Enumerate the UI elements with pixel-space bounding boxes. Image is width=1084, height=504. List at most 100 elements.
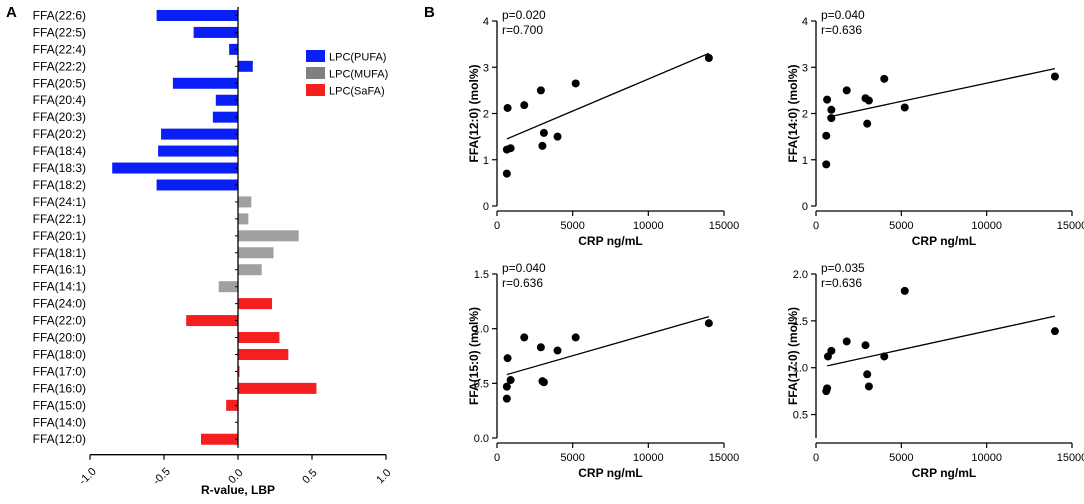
data-point [900,286,909,295]
y-tick-label: 4 [483,16,489,28]
category-label: FFA(18:2) [33,178,86,192]
r-value-label: r=0.700 [502,23,543,37]
bar-FFA(20:1) [238,230,299,242]
data-point [539,378,548,387]
data-point [704,319,713,328]
category-label: FFA(18:3) [33,161,86,175]
x-tick-label: 15000 [1057,220,1084,232]
regression-line [506,52,710,140]
x-axis-title: CRP ng/mL [912,234,976,248]
category-label: FFA(15:0) [33,398,86,412]
bar-FFA(24:1) [238,196,252,208]
data-point [823,384,832,393]
data-point [571,79,580,88]
data-point [822,131,831,140]
data-point [506,144,515,153]
category-label: FFA(20:4) [33,93,86,107]
x-tick-label: 0 [813,220,819,232]
data-point [520,333,529,342]
y-tick-label: 1 [483,155,489,167]
x-tick-label: 0 [494,220,500,232]
data-point [827,105,836,114]
data-point [900,103,909,112]
bar-FFA(18:2) [156,179,238,191]
scatter-top-left: 0 1 2 3 4 0 5000 10000 15000 CRP ng/mL FFA(12:0) (… [467,8,739,248]
data-point [827,114,836,123]
y-tick-label: 1.5 [793,316,808,328]
category-label: FFA(20:2) [33,127,86,141]
category-label: FFA(18:1) [33,246,86,260]
category-label: FFA(18:0) [33,347,86,361]
bar-FFA(20:4) [215,94,238,106]
y-tick-label: 1.5 [474,269,489,281]
bar-FFA(20:2) [161,128,238,140]
y-tick-label: 4 [802,16,808,28]
category-label: FFA(14:0) [33,415,86,429]
category-label: FFA(24:1) [33,195,86,209]
category-label: FFA(22:1) [33,212,86,226]
r-value-label: r=0.636 [502,276,543,290]
category-label: FFA(24:0) [33,297,86,311]
bar-FFA(18:4) [158,145,238,157]
x-tick-label: 10000 [971,452,1002,464]
panel-b-label: B [424,4,435,21]
data-point [863,119,872,128]
data-point [823,95,832,104]
category-label: FFA(22:4) [33,42,86,56]
data-point [863,370,872,379]
bar-FFA(22:2) [238,60,253,72]
bar-FFA(18:1) [238,247,274,259]
x-axis-title: CRP ng/mL [912,466,976,480]
legend-swatch-MUFA [306,67,325,79]
data-point [842,86,851,95]
bar-chart: FFA(22:6) FFA(22:5) FFA(22:4) FFA(22:2) FFA(… [33,7,394,497]
y-tick-label: 0.0 [474,433,489,445]
y-tick-label: 3 [802,62,808,74]
y-tick-label: 0.5 [793,410,808,422]
bar-FFA(12:0) [201,433,238,445]
y-tick-label: 1.0 [793,363,808,375]
y-axis-title: FFA(17:0) (mol%) [786,307,800,405]
bar-FFA(24:0) [238,298,273,310]
bar-FFA(14:1) [218,281,238,293]
scatter-top-right: 0 1 2 3 4 0 5000 10000 15000 CRP ng/mL FFA(14:0) (… [786,8,1084,248]
y-tick-label: 2 [483,109,489,121]
category-label: FFA(22:5) [33,25,86,39]
x-tick-label: 15000 [709,220,740,232]
legend-label-SaFA: LPC(SaFA) [329,86,385,98]
category-label: FFA(14:1) [33,280,86,294]
regression-line [826,68,1056,118]
category-label: FFA(22:2) [33,59,86,73]
data-point [553,132,562,141]
data-point [704,54,713,62]
x-tick-label: 0 [494,452,500,464]
x-tick-label: 0.5 [300,467,319,486]
data-point [503,103,512,112]
y-tick-label: 1 [802,155,808,167]
p-value-label: p=0.040 [821,8,865,22]
y-tick-label: 2.0 [793,269,808,281]
x-tick-label: 5000 [560,452,584,464]
bar-FFA(20:3) [212,111,238,123]
x-tick-label: -1.0 [77,466,99,488]
p-value-label: p=0.020 [502,8,546,22]
data-point [827,346,836,355]
p-value-label: p=0.035 [821,261,865,275]
y-tick-label: 0 [483,201,489,213]
x-axis-title: CRP ng/mL [578,466,642,480]
x-tick-label: 5000 [889,220,913,232]
data-point [502,382,511,391]
category-label: FFA(20:5) [33,76,86,90]
bar-FFA(22:4) [229,43,238,55]
data-point [880,352,889,361]
regression-line [506,316,710,376]
category-label: FFA(17:0) [33,364,86,378]
bar-FFA(15:0) [226,399,238,411]
bar-FFA(20:5) [172,77,238,89]
category-label: FFA(20:3) [33,110,86,124]
data-point [822,160,831,169]
data-point [536,343,545,352]
y-axis-title: FFA(14:0) (mol%) [786,64,800,162]
